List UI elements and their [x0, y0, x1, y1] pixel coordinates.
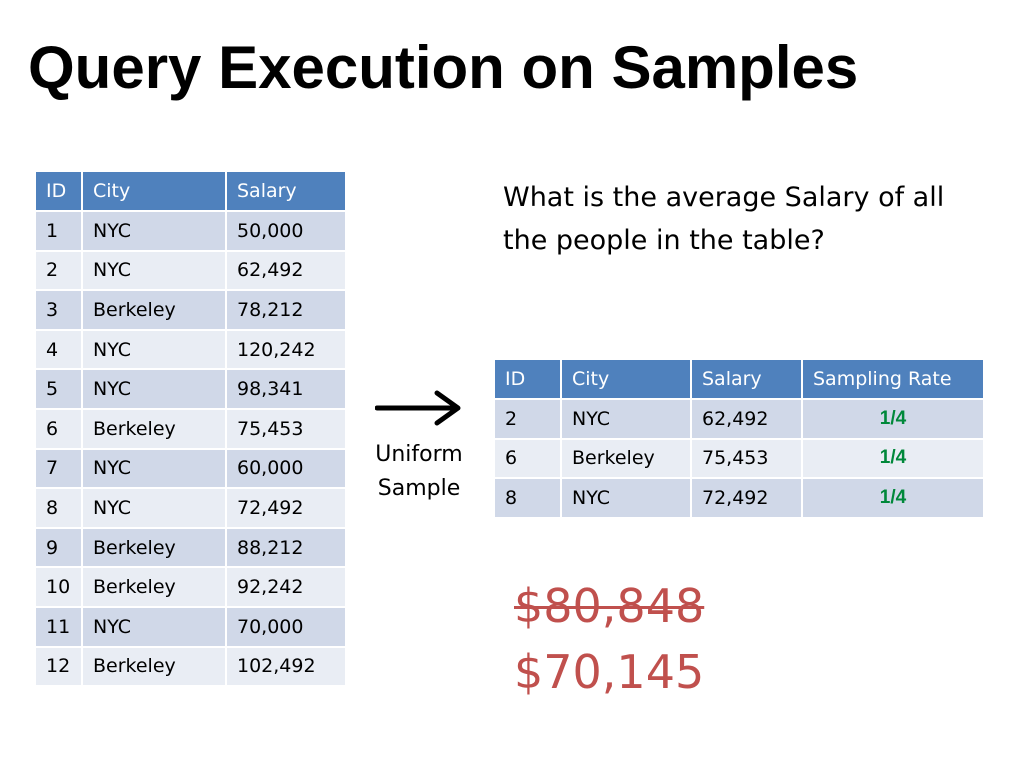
- cell-city: NYC: [81, 487, 227, 529]
- question-text: What is the average Salary of all the pe…: [503, 182, 945, 256]
- column-header-id: ID: [34, 170, 83, 212]
- cell-city: NYC: [81, 447, 227, 490]
- column-header-salary: Salary: [225, 170, 347, 212]
- slide-title: Query Execution on Samples: [28, 34, 859, 101]
- cell-city: NYC: [81, 210, 227, 252]
- table-row: 11 NYC 70,000: [34, 605, 347, 648]
- cell-salary: 70,000: [225, 605, 347, 648]
- cell-city: Berkeley: [560, 437, 692, 480]
- cell-city: NYC: [560, 398, 692, 440]
- sample-table: ID City Salary Sampling Rate 2 NYC 62,49…: [493, 358, 985, 519]
- cell-salary: 92,242: [225, 566, 347, 608]
- cell-id: 2: [34, 249, 83, 292]
- column-header-salary: Salary: [690, 358, 803, 400]
- cell-salary: 75,453: [225, 407, 347, 450]
- cell-salary: 102,492: [225, 645, 347, 688]
- cell-salary: 50,000: [225, 210, 347, 252]
- table-row: 10 Berkeley 92,242: [34, 566, 347, 608]
- cell-sampling-rate: 1/4: [801, 477, 985, 519]
- cell-city: Berkeley: [81, 407, 227, 450]
- cell-id: 10: [34, 566, 83, 608]
- cell-salary: 98,341: [225, 368, 347, 410]
- uniform-sample-label: Uniform Sample: [375, 442, 463, 501]
- table-row: 8 NYC 72,492 1/4: [493, 477, 985, 519]
- table-row: 2 NYC 62,492: [34, 249, 347, 292]
- table-row: 1 NYC 50,000: [34, 210, 347, 252]
- table-row: 4 NYC 120,242: [34, 328, 347, 371]
- table-row: 6 Berkeley 75,453 1/4: [493, 437, 985, 480]
- cell-salary: 72,492: [225, 487, 347, 529]
- cell-city: NYC: [81, 249, 227, 292]
- column-header-city: City: [81, 170, 227, 212]
- population-table: ID City Salary 1 NYC 50,000 2 NYC 62,492…: [34, 170, 347, 688]
- cell-city: Berkeley: [81, 645, 227, 688]
- cell-id: 5: [34, 368, 83, 410]
- cell-id: 8: [34, 487, 83, 529]
- cell-salary: 78,212: [225, 289, 347, 331]
- cell-city: NYC: [81, 328, 227, 371]
- cell-city: Berkeley: [81, 289, 227, 331]
- table-row: 2 NYC 62,492 1/4: [493, 398, 985, 440]
- cell-salary: 62,492: [690, 398, 803, 440]
- cell-sampling-rate: 1/4: [801, 437, 985, 480]
- cell-id: 4: [34, 328, 83, 371]
- table-row: 5 NYC 98,341: [34, 368, 347, 410]
- table-header-row: ID City Salary: [34, 170, 347, 212]
- sample-estimate: $70,145: [514, 645, 705, 699]
- table-header-row: ID City Salary Sampling Rate: [493, 358, 985, 400]
- cell-id: 2: [493, 398, 562, 440]
- cell-city: Berkeley: [81, 526, 227, 569]
- right-arrow-icon: [375, 390, 461, 426]
- cell-id: 11: [34, 605, 83, 648]
- table-row: 7 NYC 60,000: [34, 447, 347, 490]
- cell-id: 9: [34, 526, 83, 569]
- cell-city: NYC: [81, 605, 227, 648]
- cell-salary: 75,453: [690, 437, 803, 480]
- cell-salary: 62,492: [225, 249, 347, 292]
- cell-city: Berkeley: [81, 566, 227, 608]
- true-average-struck: $80,848: [514, 579, 705, 633]
- cell-id: 1: [34, 210, 83, 252]
- table-row: 8 NYC 72,492: [34, 487, 347, 529]
- cell-salary: 88,212: [225, 526, 347, 569]
- cell-salary: 72,492: [690, 477, 803, 519]
- cell-id: 7: [34, 447, 83, 490]
- cell-id: 8: [493, 477, 562, 519]
- table-row: 3 Berkeley 78,212: [34, 289, 347, 331]
- cell-salary: 120,242: [225, 328, 347, 371]
- cell-id: 12: [34, 645, 83, 688]
- column-header-sampling-rate: Sampling Rate: [801, 358, 985, 400]
- cell-city: NYC: [81, 368, 227, 410]
- column-header-city: City: [560, 358, 692, 400]
- column-header-id: ID: [493, 358, 562, 400]
- cell-id: 6: [34, 407, 83, 450]
- cell-city: NYC: [560, 477, 692, 519]
- table-row: 9 Berkeley 88,212: [34, 526, 347, 569]
- table-row: 12 Berkeley 102,492: [34, 645, 347, 688]
- table-row: 6 Berkeley 75,453: [34, 407, 347, 450]
- cell-id: 3: [34, 289, 83, 331]
- cell-salary: 60,000: [225, 447, 347, 490]
- cell-id: 6: [493, 437, 562, 480]
- cell-sampling-rate: 1/4: [801, 398, 985, 440]
